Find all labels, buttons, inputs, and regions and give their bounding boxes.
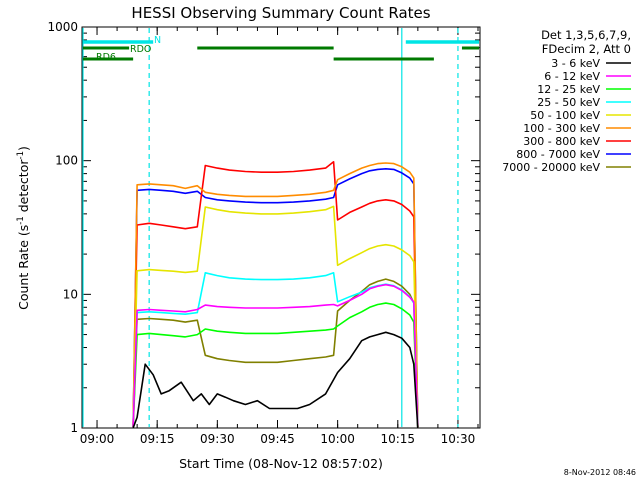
legend-entry-label: 7000 - 20000 keV bbox=[502, 161, 600, 174]
x-tick-label: 09:15 bbox=[140, 432, 175, 446]
series-line-7000-20000-kev bbox=[132, 278, 419, 429]
flag-label-rd6: RD6 bbox=[96, 52, 116, 63]
x-tick-label: 10:30 bbox=[441, 432, 476, 446]
y-tick-label: 1 bbox=[70, 421, 78, 435]
legend-entry-label: 100 - 300 keV bbox=[523, 122, 600, 135]
flag-label-rdo: RDO bbox=[130, 44, 151, 55]
series-line-300-800-kev bbox=[132, 161, 419, 429]
series-line-6-12-kev bbox=[132, 283, 419, 429]
series-line-12-25-kev bbox=[132, 302, 419, 429]
legend-entry-label: 50 - 100 keV bbox=[530, 109, 600, 122]
series-line-800-7000-kev bbox=[132, 168, 419, 429]
legend-header-line-1: Det 1,3,5,6,7,9, bbox=[541, 28, 631, 42]
chart-title: HESSI Observing Summary Count Rates bbox=[131, 4, 430, 22]
y-tick-label: 1000 bbox=[47, 20, 78, 34]
legend: Det 1,3,5,6,7,9, FDecim 2, Att 0 3 - 6 k… bbox=[502, 28, 631, 174]
legend-entry-label: 3 - 6 keV bbox=[551, 57, 600, 70]
x-tick-label: 10:15 bbox=[380, 432, 415, 446]
y-tick-label: 10 bbox=[63, 287, 78, 301]
series-line-100-300-kev bbox=[132, 162, 419, 429]
series-line-25-50-kev bbox=[132, 272, 419, 429]
y-axis-label: Count Rate (s-1 detector-1) bbox=[16, 146, 31, 310]
legend-entry-label: 800 - 7000 keV bbox=[516, 148, 600, 161]
x-tick-label: 09:30 bbox=[200, 432, 235, 446]
plot-frame bbox=[81, 26, 481, 429]
x-tick-label: 10:00 bbox=[320, 432, 355, 446]
legend-entry-label: 300 - 800 keV bbox=[523, 135, 600, 148]
series-line-3-6-kev bbox=[132, 331, 419, 429]
legend-entry-label: 25 - 50 keV bbox=[537, 96, 600, 109]
x-axis-label: Start Time (08-Nov-12 08:57:02) bbox=[179, 456, 383, 471]
x-tick-label: 09:45 bbox=[260, 432, 295, 446]
flag-label-n: N bbox=[154, 35, 161, 46]
legend-entry-label: 6 - 12 keV bbox=[544, 70, 600, 83]
series-group bbox=[132, 161, 419, 429]
y-tick-label: 100 bbox=[55, 154, 78, 168]
footer-date: 8-Nov-2012 08:46 bbox=[564, 468, 636, 477]
legend-header-line-2: FDecim 2, Att 0 bbox=[542, 42, 631, 56]
legend-entry-label: 12 - 25 keV bbox=[537, 83, 600, 96]
x-tick-label: 09:00 bbox=[80, 432, 115, 446]
series-line-50-100-kev bbox=[132, 205, 419, 429]
